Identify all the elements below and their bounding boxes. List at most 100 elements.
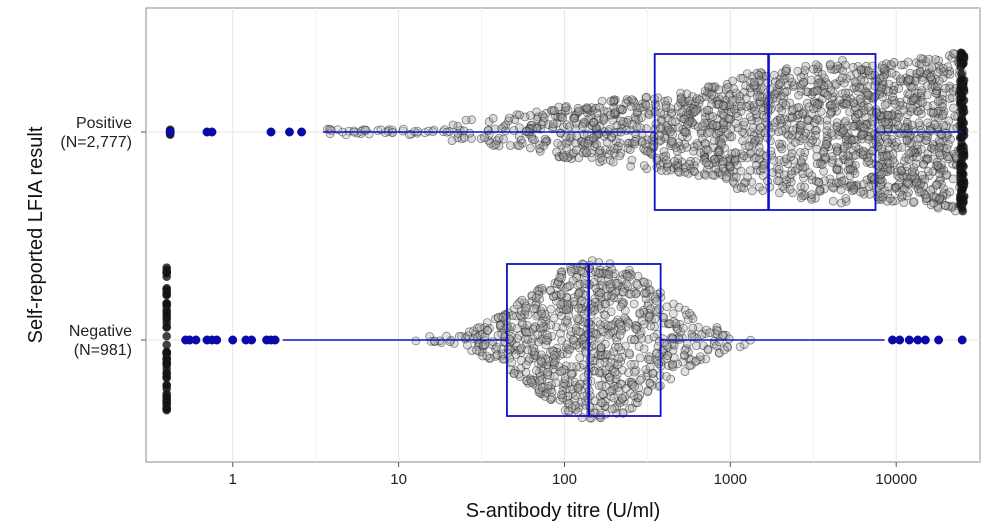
data-point [819, 166, 828, 176]
data-point [605, 372, 614, 382]
data-point [609, 143, 619, 153]
data-point [858, 129, 867, 139]
data-point [847, 135, 857, 145]
data-point [535, 323, 545, 333]
data-point [635, 353, 645, 363]
data-point [565, 281, 575, 291]
data-point [835, 95, 844, 105]
data-point [890, 99, 900, 109]
data-point [547, 392, 557, 402]
data-point [685, 308, 694, 318]
x-tick-label: 10 [390, 471, 407, 488]
data-point [864, 181, 874, 191]
data-point [585, 324, 595, 333]
data-point [556, 390, 566, 400]
data-point [498, 349, 508, 359]
data-point [583, 139, 593, 149]
data-point [794, 109, 804, 119]
x-axis-ticks: 1 10 100 1000 10000 [229, 462, 917, 488]
data-point [662, 354, 671, 363]
data-point [633, 280, 642, 290]
data-point [864, 134, 873, 144]
data-point [831, 178, 841, 188]
data-point [957, 74, 967, 84]
data-point [620, 305, 630, 315]
data-point [892, 137, 901, 147]
data-point [924, 54, 934, 64]
data-point [549, 313, 559, 323]
data-point [557, 366, 567, 376]
data-point [728, 177, 738, 186]
data-point [621, 98, 631, 108]
data-point [798, 134, 808, 144]
y-axis-categories: Positive (N=2,777) Negative (N=981) [60, 115, 146, 359]
data-point [714, 147, 724, 157]
data-point [941, 121, 951, 130]
data-point [823, 90, 833, 100]
data-point [710, 154, 720, 164]
data-point [594, 381, 604, 391]
data-point [701, 144, 711, 154]
data-point [943, 62, 953, 72]
data-point [531, 293, 541, 303]
data-point [631, 289, 640, 299]
data-point [890, 183, 900, 193]
data-point [615, 104, 625, 114]
data-point [859, 106, 869, 116]
data-point [813, 100, 822, 110]
data-point [885, 193, 895, 203]
data-point [571, 145, 581, 155]
data-point [616, 148, 626, 158]
data-point [540, 134, 550, 144]
data-point [923, 166, 933, 176]
data-point [754, 71, 764, 80]
data-point [599, 114, 609, 124]
data-point [569, 114, 579, 123]
data-point [674, 122, 683, 132]
data-point [606, 110, 615, 120]
data-point [880, 100, 890, 110]
data-point [562, 340, 572, 349]
data-point [515, 110, 524, 120]
data-point [602, 350, 612, 359]
data-point [755, 123, 765, 132]
data-point [842, 99, 852, 109]
data-point [512, 323, 522, 333]
data-point [547, 387, 557, 397]
data-point [662, 340, 672, 350]
data-point [662, 155, 671, 165]
data-point [573, 314, 582, 324]
data-point [937, 179, 946, 189]
data-point [902, 191, 912, 201]
data-point [645, 378, 655, 388]
data-point [578, 335, 588, 344]
data-point [949, 103, 958, 113]
data-point [637, 137, 647, 147]
data-point [864, 102, 873, 112]
data-point [826, 107, 836, 117]
data-point [904, 149, 914, 158]
data-point [509, 126, 519, 135]
data-point [707, 90, 716, 100]
data-point [949, 49, 958, 58]
data-point [529, 304, 539, 314]
data-point [940, 201, 950, 211]
data-point [661, 100, 671, 110]
data-point [567, 403, 577, 413]
data-point [562, 315, 572, 325]
data-point [630, 367, 639, 377]
data-point [864, 156, 874, 166]
data-point [735, 342, 745, 352]
data-point [527, 377, 536, 387]
data-point [633, 271, 643, 281]
data-point [856, 187, 865, 197]
data-point [668, 309, 678, 319]
data-point [776, 78, 785, 88]
data-point [515, 141, 524, 151]
data-point [814, 178, 824, 187]
data-point [945, 187, 955, 197]
data-point [549, 292, 558, 302]
data-point [482, 318, 492, 328]
data-point [598, 389, 607, 399]
data-point [646, 321, 656, 331]
